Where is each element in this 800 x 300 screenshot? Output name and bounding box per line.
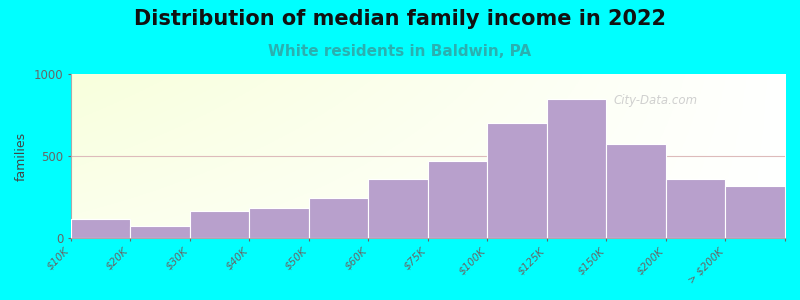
Bar <box>71 219 130 238</box>
Bar <box>666 179 726 238</box>
Bar <box>428 161 487 238</box>
Bar <box>130 226 190 238</box>
Bar <box>190 211 250 238</box>
Bar <box>726 186 785 238</box>
Bar <box>606 144 666 238</box>
Bar <box>666 179 726 238</box>
Bar <box>368 179 428 238</box>
Text: Distribution of median family income in 2022: Distribution of median family income in … <box>134 9 666 29</box>
Y-axis label: families: families <box>15 132 28 181</box>
Bar <box>309 198 368 238</box>
Bar <box>250 208 309 238</box>
Bar <box>487 123 547 238</box>
Bar <box>726 186 785 238</box>
Text: City-Data.com: City-Data.com <box>614 94 698 107</box>
Bar <box>71 219 130 238</box>
Bar <box>368 179 428 238</box>
Bar <box>130 226 190 238</box>
Bar <box>190 211 250 238</box>
Bar <box>547 99 606 238</box>
Bar <box>250 208 309 238</box>
Bar <box>487 123 547 238</box>
Bar <box>547 99 606 238</box>
Bar <box>309 198 368 238</box>
Bar <box>428 161 487 238</box>
Bar <box>606 144 666 238</box>
Text: White residents in Baldwin, PA: White residents in Baldwin, PA <box>269 44 531 59</box>
